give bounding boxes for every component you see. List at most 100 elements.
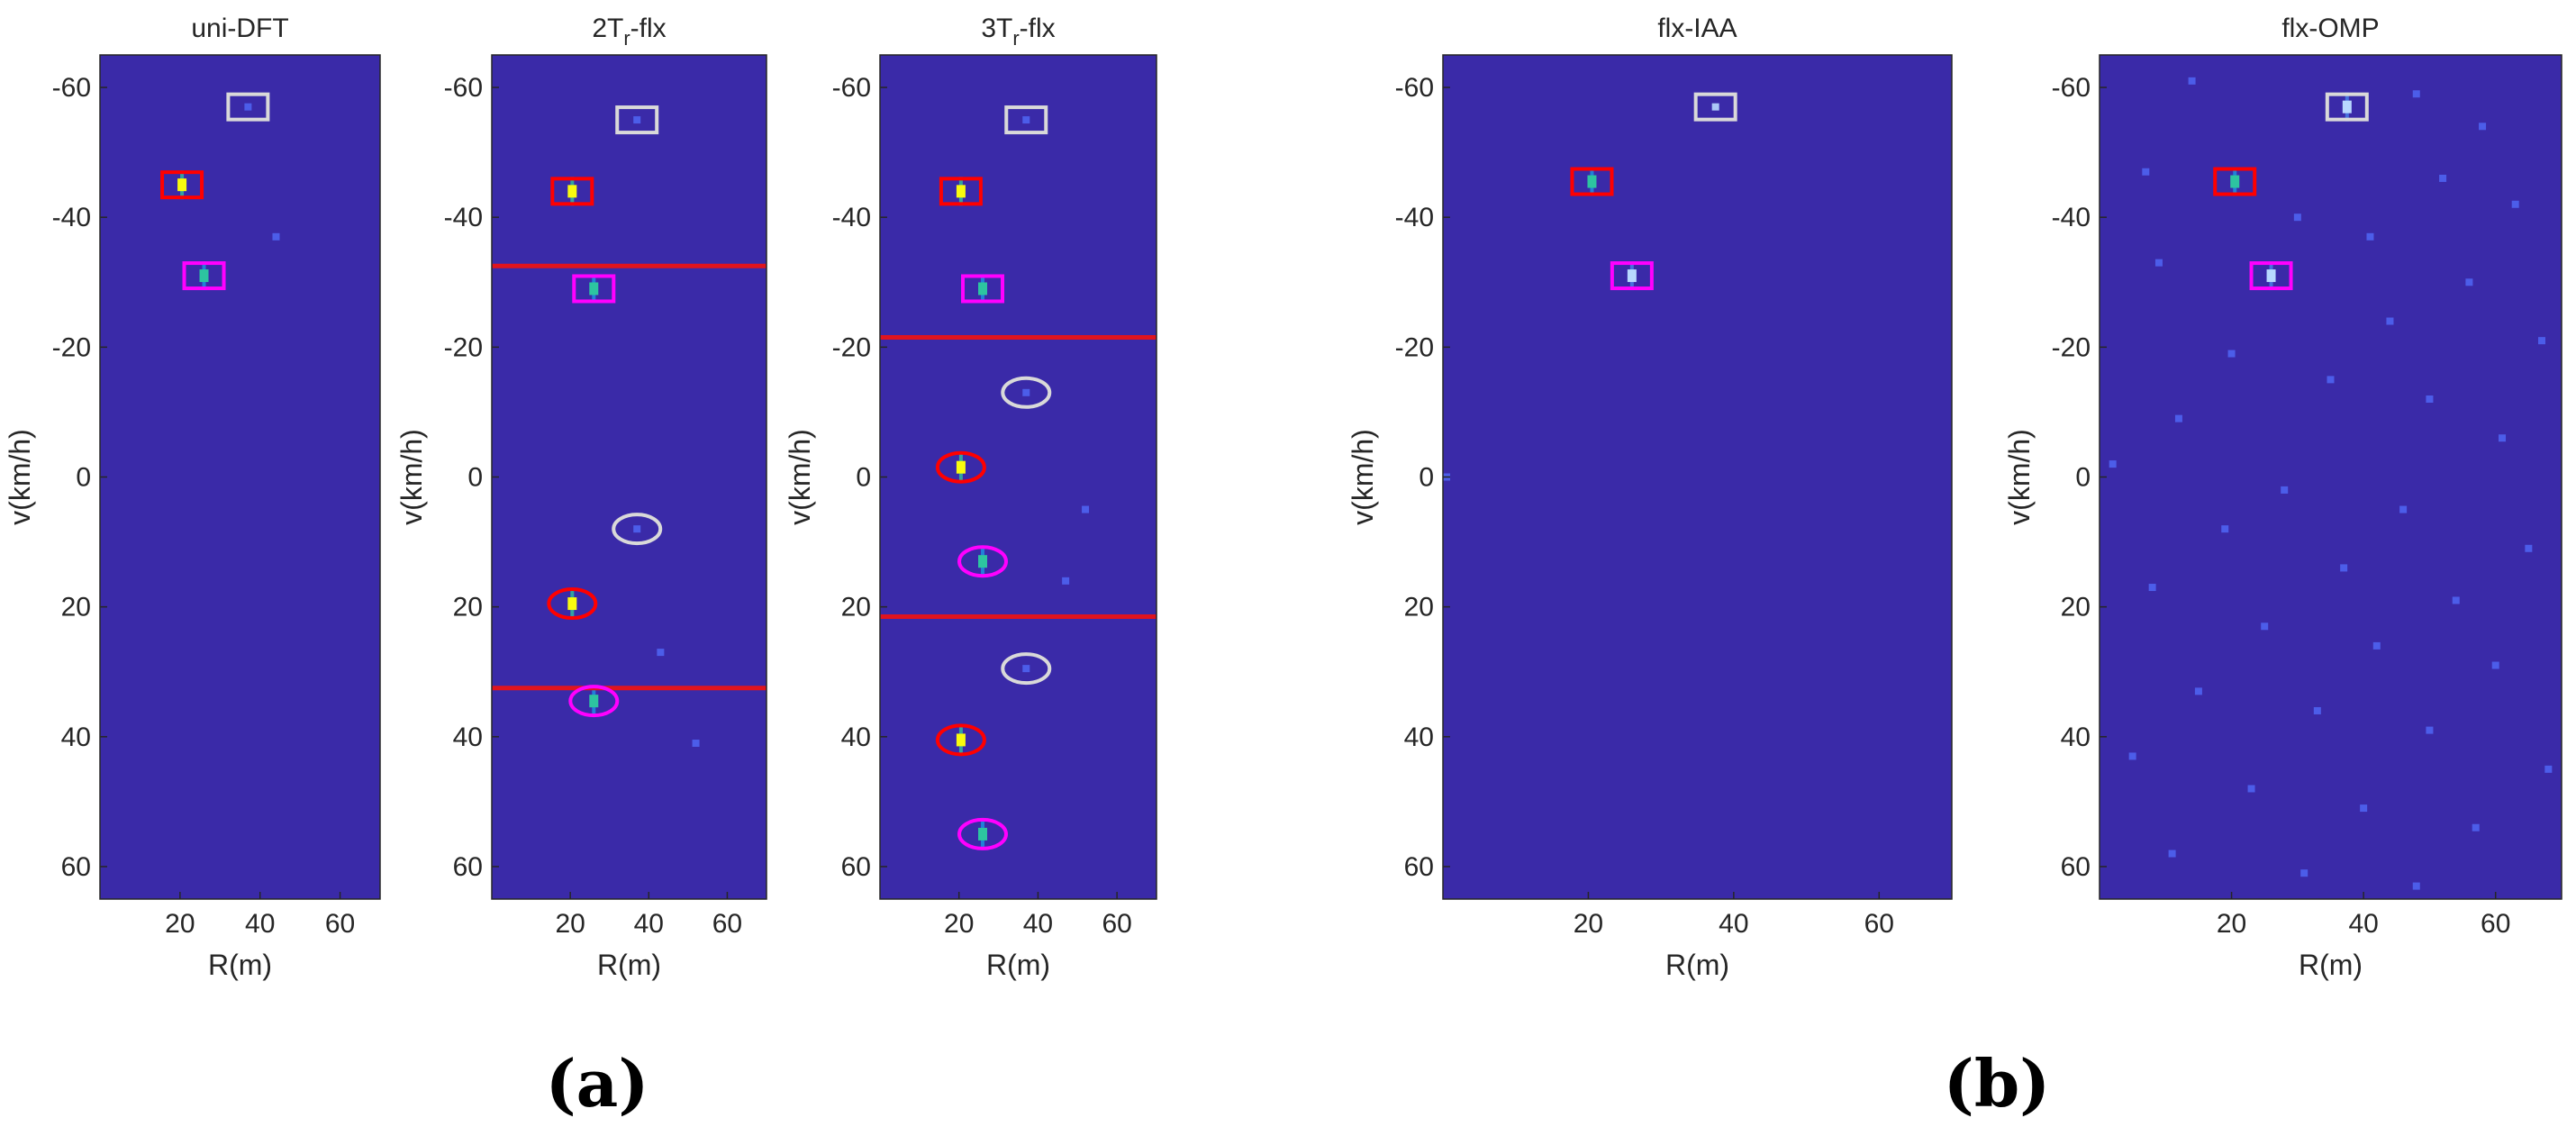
target-ellipse (935, 723, 986, 757)
y-axis-label: v(km/h) (784, 429, 816, 525)
plot-area (880, 55, 1156, 899)
target-box (1693, 92, 1737, 122)
heat-spot (1062, 577, 1070, 585)
heat-spot (1082, 505, 1090, 513)
plot-area (2100, 55, 2562, 899)
chart-title: 2Tr-flx (592, 14, 666, 50)
heat-spot (2525, 544, 2533, 552)
x-tick-label: 40 (1719, 909, 1748, 939)
heat-spot (2340, 564, 2348, 572)
target-box (572, 274, 616, 304)
title-text: -flx (630, 14, 667, 43)
y-tick-label: 60 (2061, 852, 2091, 882)
heat-spot (177, 178, 187, 192)
heat-spot (956, 733, 966, 747)
figure-label-b: (b) (1944, 1045, 2050, 1122)
x-axis-label: R(m) (2299, 949, 2363, 981)
heat-spot (2386, 317, 2394, 325)
target-ellipse (1001, 652, 1052, 686)
chart-title: flx-OMP (2281, 14, 2379, 43)
x-tick-label: 60 (712, 909, 742, 939)
x-tick-label: 40 (1023, 909, 1053, 939)
target-box (2213, 167, 2257, 196)
heat-spot (2372, 641, 2381, 650)
title-text: uni-DFT (191, 14, 288, 43)
target-box (1610, 261, 1654, 291)
title-text: flx-OMP (2281, 14, 2379, 43)
heat-spot (2544, 765, 2553, 773)
target-box (1570, 167, 1614, 196)
plot-area (100, 55, 380, 899)
target-ellipse (612, 513, 663, 546)
chart-panel: 20 40 60 -60 -40 -20 0 20 40 60 R(m) v(km/h) 2Tr-flx (395, 14, 767, 981)
x-axis-label: R(m) (208, 949, 272, 981)
heat-spot (2360, 804, 2368, 813)
y-tick-label: 60 (841, 852, 871, 882)
heat-spot (2313, 706, 2321, 714)
target-ellipse (547, 587, 598, 621)
x-tick-label: 60 (1864, 909, 1894, 939)
chart-panel: 20 40 60 -60 -40 -20 0 20 40 60 R(m) v(km/h) flx-OMP (2003, 14, 2562, 981)
target-box (226, 92, 270, 122)
heat-spot (2300, 869, 2308, 877)
x-tick-label: 60 (2481, 909, 2510, 939)
heat-spot (1627, 269, 1637, 283)
target-ellipse (568, 685, 620, 718)
heat-spot (2472, 823, 2480, 831)
chart-panel: 20 40 60 -60 -40 -20 0 20 40 60 R(m) v(km/h) uni-DFT (4, 14, 381, 981)
heat-spot (956, 460, 966, 474)
heat-spot (589, 695, 599, 708)
heat-spot (2293, 214, 2301, 222)
heat-spot (2399, 505, 2408, 513)
y-tick-label: 0 (856, 463, 871, 493)
y-tick-label: 60 (61, 852, 91, 882)
heat-spot (2142, 168, 2150, 176)
heat-spot (1022, 388, 1030, 396)
heat-spot (633, 116, 641, 124)
x-tick-label: 60 (325, 909, 355, 939)
heat-spot (2538, 337, 2546, 345)
heat-spot (2227, 350, 2236, 358)
heat-spot (2261, 622, 2269, 631)
y-tick-label: 20 (453, 593, 483, 622)
x-tick-label: 40 (2348, 909, 2378, 939)
target-ellipse (957, 545, 1009, 578)
target-ellipse (935, 450, 986, 484)
y-tick-label: -40 (832, 203, 871, 232)
heat-spot (2491, 661, 2499, 669)
heat-spot (2465, 278, 2473, 286)
y-tick-label: -60 (1395, 73, 1434, 103)
heat-spot (199, 269, 209, 283)
figure-label-a: (a) (546, 1045, 649, 1122)
y-tick-label: 40 (1404, 722, 1434, 752)
title-text: 2T (592, 14, 623, 43)
y-axis-label: v(km/h) (1347, 429, 1379, 525)
heat-spot (978, 555, 988, 568)
heat-spot (2412, 882, 2420, 890)
x-tick-label: 40 (634, 909, 664, 939)
x-tick-label: 60 (1102, 909, 1131, 939)
target-box (550, 177, 594, 206)
heat-spot (956, 185, 966, 198)
y-tick-label: 40 (453, 722, 483, 752)
title-text: flx-IAA (1657, 14, 1737, 43)
heat-spot (2148, 584, 2156, 592)
heat-spot (2327, 376, 2335, 384)
target-ellipse (1001, 376, 1052, 409)
title-text: -flx (1020, 14, 1056, 43)
heat-spot (2174, 414, 2182, 423)
y-tick-label: 0 (467, 463, 483, 493)
y-tick-label: -20 (2052, 332, 2091, 362)
x-tick-label: 40 (245, 909, 275, 939)
y-tick-label: 60 (1404, 852, 1434, 882)
heat-spot (2281, 486, 2289, 494)
x-tick-label: 20 (1574, 909, 1603, 939)
chart-title: uni-DFT (191, 14, 288, 43)
y-tick-label: 20 (61, 593, 91, 622)
plot-area (492, 55, 766, 899)
y-tick-label: 40 (2061, 722, 2091, 752)
y-axis-label: v(km/h) (4, 429, 36, 525)
heat-spot (692, 740, 700, 748)
heat-spot (2194, 687, 2202, 695)
